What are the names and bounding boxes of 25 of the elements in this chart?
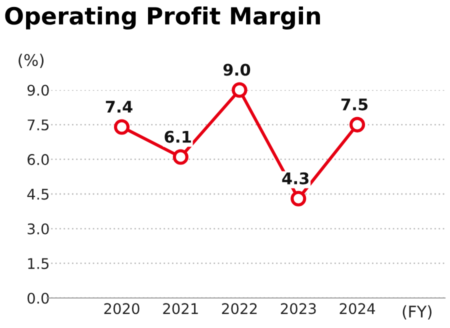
y-tick-label: 3.0 xyxy=(28,223,49,234)
x-tick-label: 2021 xyxy=(163,303,198,314)
y-tick-label: 7.5 xyxy=(28,120,49,130)
point xyxy=(232,82,248,98)
x-tick-label: 2022 xyxy=(222,303,257,314)
point xyxy=(172,149,188,165)
data-label: 6.1 xyxy=(164,130,191,143)
point xyxy=(290,190,306,206)
x-axis-title: (FY) xyxy=(402,305,432,320)
data-label: 9.0 xyxy=(223,64,250,76)
data-label: 4.3 xyxy=(282,172,308,184)
point xyxy=(114,119,130,135)
chart-title: Operating Profit Margin xyxy=(5,6,320,30)
data-label: 7.4 xyxy=(106,100,132,113)
x-tick-label: 2024 xyxy=(340,303,376,314)
point xyxy=(349,116,366,132)
y-axis-title: (%) xyxy=(18,54,44,68)
y-tick-label: 6.0 xyxy=(28,154,49,166)
x-tick-label: 2023 xyxy=(280,303,316,314)
data-label: 7.5 xyxy=(341,98,368,110)
x-tick-label: 2020 xyxy=(104,303,140,314)
y-tick-label: 0.0 xyxy=(28,292,49,304)
y-tick-label: 9.0 xyxy=(28,84,49,96)
y-tick-label: 4.5 xyxy=(27,188,49,200)
y-tick-label: 1.5 xyxy=(28,258,49,270)
